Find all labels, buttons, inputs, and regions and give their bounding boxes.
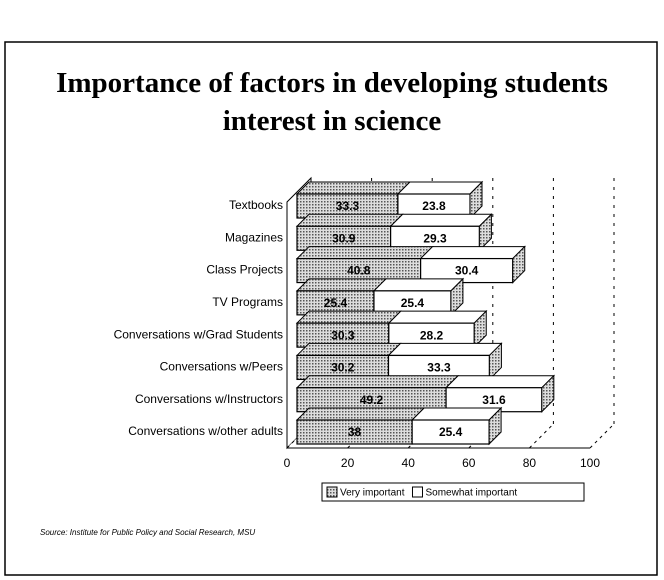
value-label: 25.4 [439, 425, 463, 439]
bar-top [387, 342, 503, 356]
bar-side [541, 374, 555, 413]
bar-top [295, 278, 388, 292]
bar-top [372, 278, 465, 292]
bar-top [295, 375, 460, 389]
value-label: 23.8 [422, 199, 446, 213]
value-label: 25.4 [324, 296, 348, 310]
category-label: TV Programs [212, 295, 283, 309]
bar-side [488, 342, 502, 381]
x-tick-label: 100 [580, 456, 600, 470]
floor-grid-line [529, 423, 554, 449]
bar-top [389, 213, 493, 227]
bar-top [295, 246, 434, 260]
source: Source: Institute for Public Policy and … [40, 528, 255, 537]
value-label: 38 [348, 425, 362, 439]
bar-top [419, 246, 526, 260]
chart-title: Importance of factors in developing stud… [56, 67, 608, 137]
value-label: 31.6 [482, 393, 506, 407]
x-tick-label: 40 [402, 456, 416, 470]
bar-side [473, 309, 487, 349]
legend-swatch [411, 486, 423, 498]
legend-label: Somewhat important [425, 488, 517, 499]
bar-side [469, 180, 483, 220]
bar-side [450, 277, 464, 317]
bar-top [295, 342, 402, 356]
bar-top [444, 375, 556, 389]
legend-box [321, 482, 585, 502]
value-label: 25.4 [401, 296, 425, 310]
bar-side [512, 245, 526, 284]
x-tick-label: 80 [523, 456, 537, 470]
value-label: 28.2 [420, 328, 444, 342]
category-label: Conversations w/Instructors [135, 392, 283, 406]
bar-side [478, 213, 492, 252]
bar-top [295, 407, 426, 421]
bar [296, 419, 413, 445]
value-label: 40.8 [347, 264, 371, 278]
floor-grid-line [589, 423, 615, 449]
legend-label: Very important [340, 488, 405, 499]
category-label: Conversations w/Peers [160, 360, 283, 374]
bar-top [295, 213, 404, 227]
value-label: 30.9 [332, 231, 356, 245]
category-label: Conversations w/Grad Students [114, 327, 283, 341]
frame [4, 41, 658, 576]
category-label: Textbooks [229, 198, 283, 212]
bar-top [396, 181, 484, 195]
x-tick-label: 20 [341, 456, 355, 470]
x-tick-label: 0 [284, 456, 291, 470]
bar-top [295, 310, 403, 324]
value-label: 30.4 [455, 264, 479, 278]
value-label: 33.3 [427, 361, 451, 375]
category-label: Magazines [225, 230, 283, 244]
value-label: 33.3 [336, 199, 360, 213]
legend-swatch [326, 486, 338, 498]
category-label: Conversations w/other adults [128, 424, 283, 438]
bar-top [295, 181, 412, 195]
x-tick-label: 60 [462, 456, 476, 470]
bar-top [387, 310, 488, 324]
value-label: 49.2 [360, 393, 384, 407]
bar-side [488, 406, 502, 446]
value-label: 29.3 [423, 231, 447, 245]
value-label: 30.3 [331, 328, 355, 342]
value-label: 30.2 [331, 361, 355, 375]
bar-top [410, 407, 503, 421]
category-label: Class Projects [206, 263, 283, 277]
